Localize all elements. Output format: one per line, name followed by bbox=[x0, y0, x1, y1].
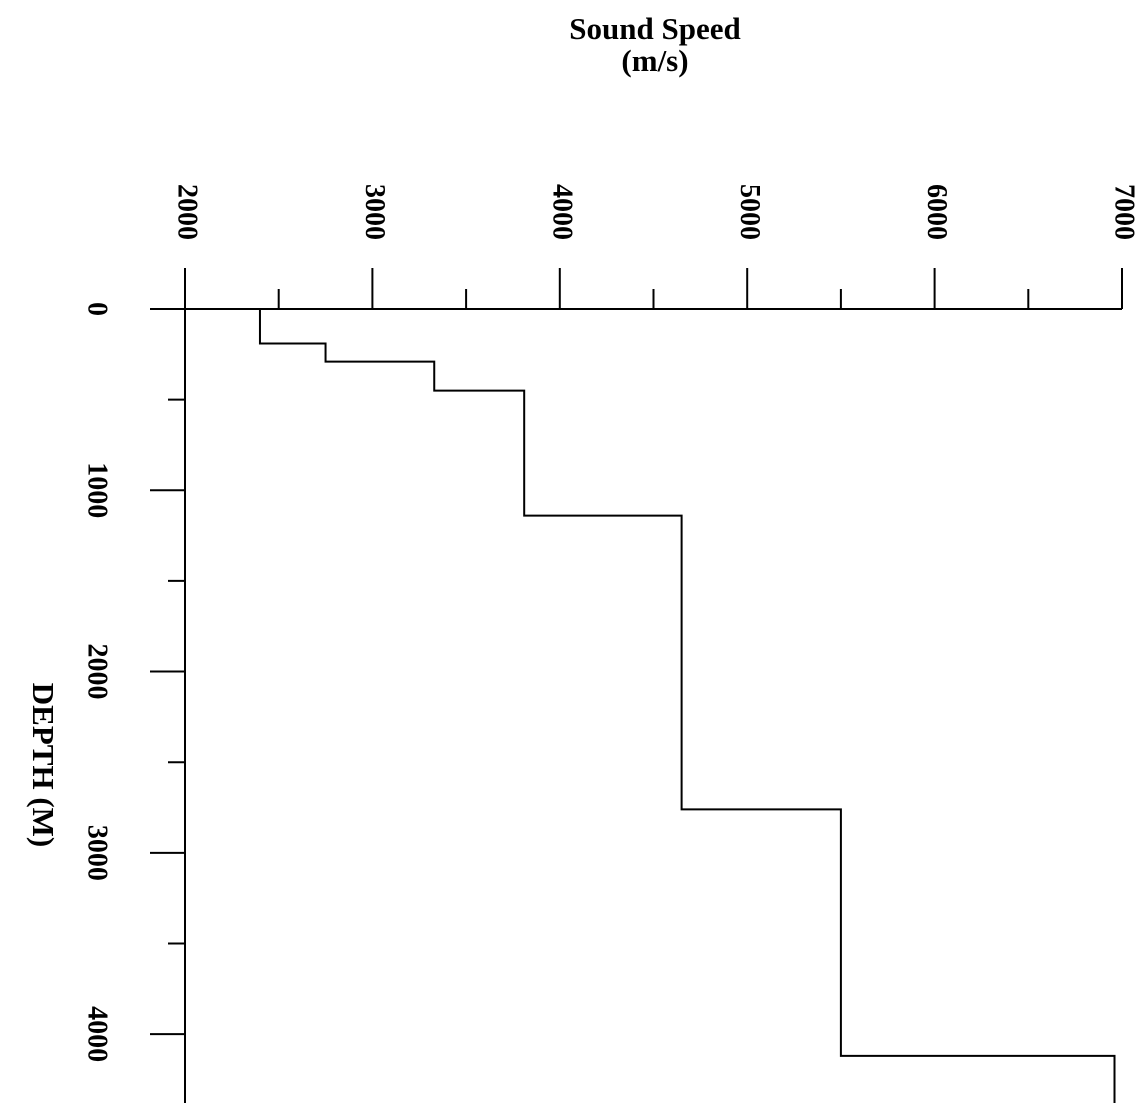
x-axis-unit: (m/s) bbox=[621, 43, 688, 78]
x-axis-label: Sound Speed bbox=[569, 11, 740, 46]
x-tick-label: 7000 bbox=[1109, 184, 1140, 240]
y-axis-label: DEPTH (M) bbox=[26, 683, 61, 847]
y-tick-label: 3000 bbox=[82, 825, 113, 881]
y-tick-label: 1000 bbox=[82, 462, 113, 518]
x-tick-label: 6000 bbox=[921, 184, 952, 240]
x-tick-label: 2000 bbox=[172, 184, 203, 240]
x-tick-label: 3000 bbox=[359, 184, 390, 240]
y-tick-label: 2000 bbox=[82, 644, 113, 700]
y-tick-label: 4000 bbox=[82, 1006, 113, 1062]
x-tick-label: 5000 bbox=[734, 184, 765, 240]
profile-line bbox=[258, 309, 1116, 1103]
y-tick-label: 0 bbox=[82, 302, 113, 316]
x-tick-label: 4000 bbox=[546, 184, 577, 240]
